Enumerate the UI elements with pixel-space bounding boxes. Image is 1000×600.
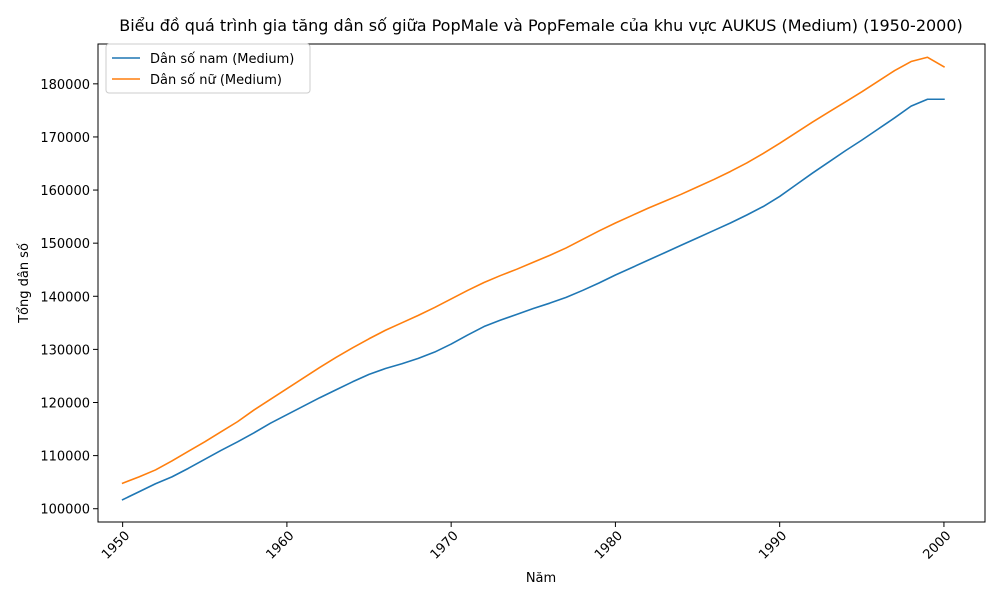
y-tick-label: 170000 xyxy=(40,131,90,146)
y-tick-label: 140000 xyxy=(40,290,90,305)
x-tick-label: 1970 xyxy=(428,529,462,563)
legend-box xyxy=(105,43,311,94)
plot-frame xyxy=(97,43,986,523)
y-tick-label: 120000 xyxy=(40,397,90,412)
y-tick-label: 180000 xyxy=(40,78,90,93)
x-tick-label: 1960 xyxy=(263,529,297,563)
legend-label: Dân số nữ (Medium) xyxy=(150,73,282,88)
x-axis-label: Năm xyxy=(526,571,556,586)
y-axis-label: Tổng dân số xyxy=(17,243,32,324)
x-tick-label: 1980 xyxy=(592,529,626,563)
plot-area: 1950 1960 1970 1980 1990 2000 100000 110000 120… xyxy=(40,43,986,563)
y-tick-label: 100000 xyxy=(40,503,90,518)
series-line-male xyxy=(121,98,945,501)
x-axis: 1950 1960 1970 1980 1990 2000 xyxy=(99,522,954,563)
legend-label: Dân số nam (Medium) xyxy=(150,52,294,67)
chart-title: Biểu đồ quá trình gia tăng dân số giữa P… xyxy=(119,16,963,35)
y-tick-label: 130000 xyxy=(40,343,90,358)
y-axis: 100000 110000 120000 130000 140000 150000 1600… xyxy=(40,78,98,518)
y-tick-label: 110000 xyxy=(40,450,90,465)
x-tick-label: 1950 xyxy=(99,529,133,563)
series-lines xyxy=(121,56,946,501)
y-tick-label: 150000 xyxy=(40,237,90,252)
x-tick-label: 1990 xyxy=(756,529,790,563)
y-tick-label: 160000 xyxy=(40,184,90,199)
series-line-female xyxy=(121,56,946,485)
x-tick-label: 2000 xyxy=(920,529,954,563)
legend: Dân số nam (Medium) Dân số nữ (Medium) xyxy=(105,43,311,94)
